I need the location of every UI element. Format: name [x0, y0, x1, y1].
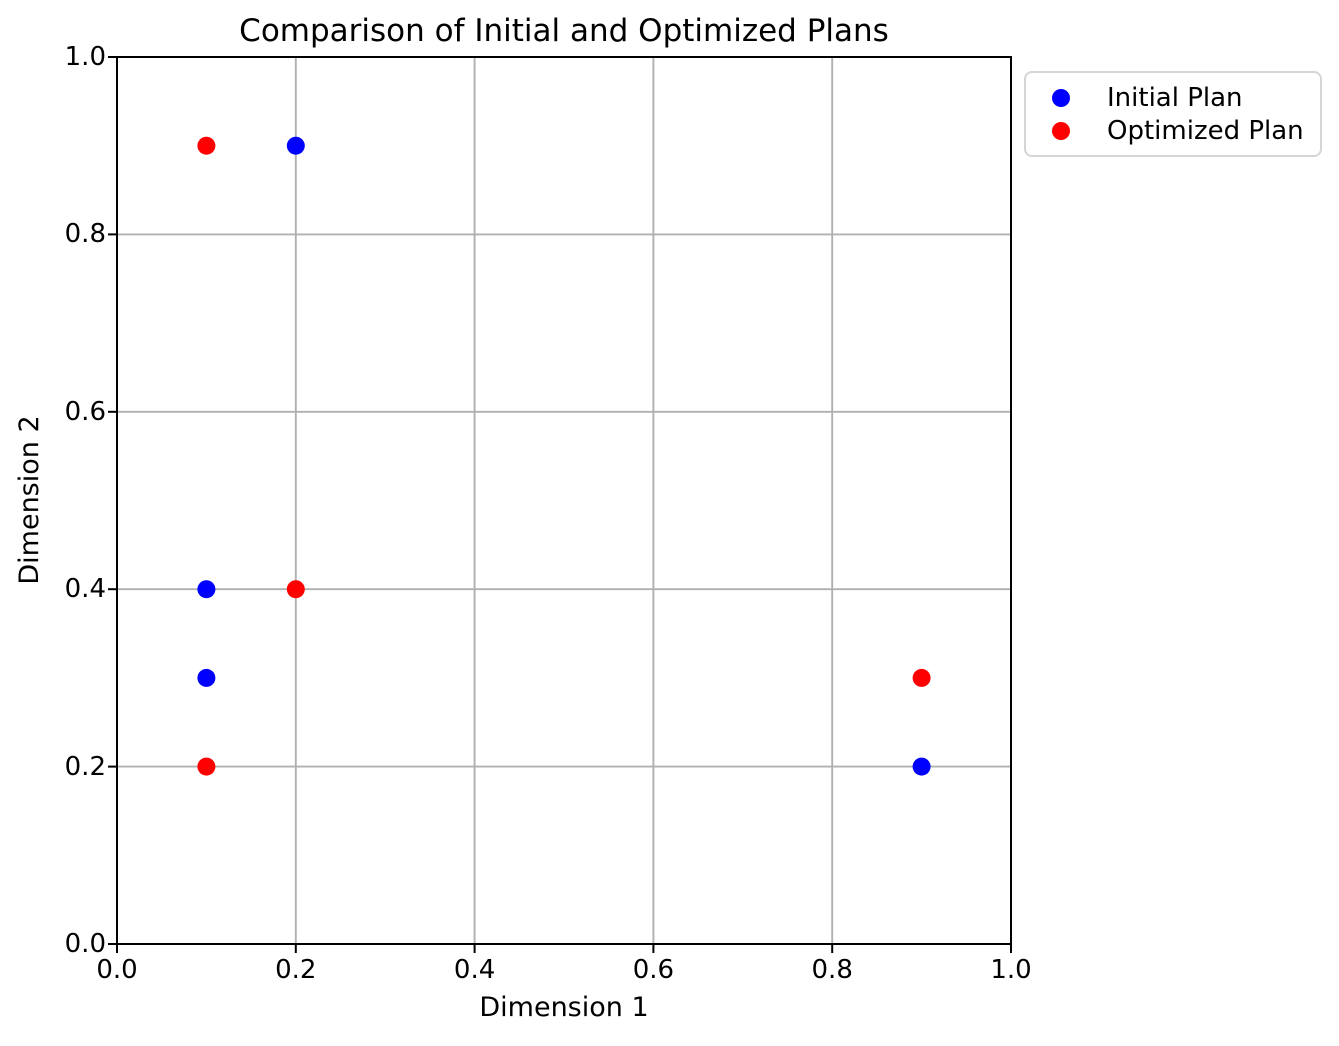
chart-title: Comparison of Initial and Optimized Plan…: [239, 13, 889, 49]
y-axis-label: Dimension 2: [14, 415, 45, 585]
data-point-optimized-plan: [197, 136, 216, 155]
legend-item-optimized-plan: Optimized Plan: [1026, 114, 1320, 147]
data-point-initial-plan: [286, 136, 305, 155]
legend-label-optimized-plan: Optimized Plan: [1107, 115, 1304, 146]
initial-plan-marker-icon: [1052, 88, 1070, 107]
x-tick-label: 0.2: [275, 955, 317, 985]
data-point-initial-plan: [197, 668, 216, 687]
x-tick-label: 0.6: [632, 955, 675, 985]
legend-label-initial-plan: Initial Plan: [1107, 82, 1243, 113]
x-tick-label: 1.0: [990, 955, 1032, 985]
y-tick-label: 0.0: [64, 929, 106, 959]
x-axis-label: Dimension 1: [479, 992, 649, 1023]
data-point-initial-plan: [912, 757, 931, 776]
x-tick-label: 0.0: [96, 955, 138, 985]
x-tick-label: 0.8: [811, 955, 853, 985]
y-tick-label: 0.4: [64, 574, 106, 605]
y-tick-label: 1.0: [64, 42, 106, 72]
x-tick-label: 0.4: [453, 955, 496, 985]
data-point-optimized-plan: [286, 580, 305, 599]
plot-frame: [116, 56, 1012, 945]
y-tick-label: 0.8: [64, 219, 106, 250]
y-tick-label: 0.6: [64, 396, 106, 427]
data-point-initial-plan: [197, 580, 216, 599]
optimized-plan-marker-icon: [1052, 121, 1070, 140]
y-tick-label: 0.2: [64, 751, 106, 782]
data-point-optimized-plan: [197, 757, 216, 776]
legend: Initial Plan Optimized Plan: [1024, 71, 1322, 157]
data-point-optimized-plan: [912, 668, 931, 687]
legend-item-initial-plan: Initial Plan: [1026, 81, 1320, 114]
